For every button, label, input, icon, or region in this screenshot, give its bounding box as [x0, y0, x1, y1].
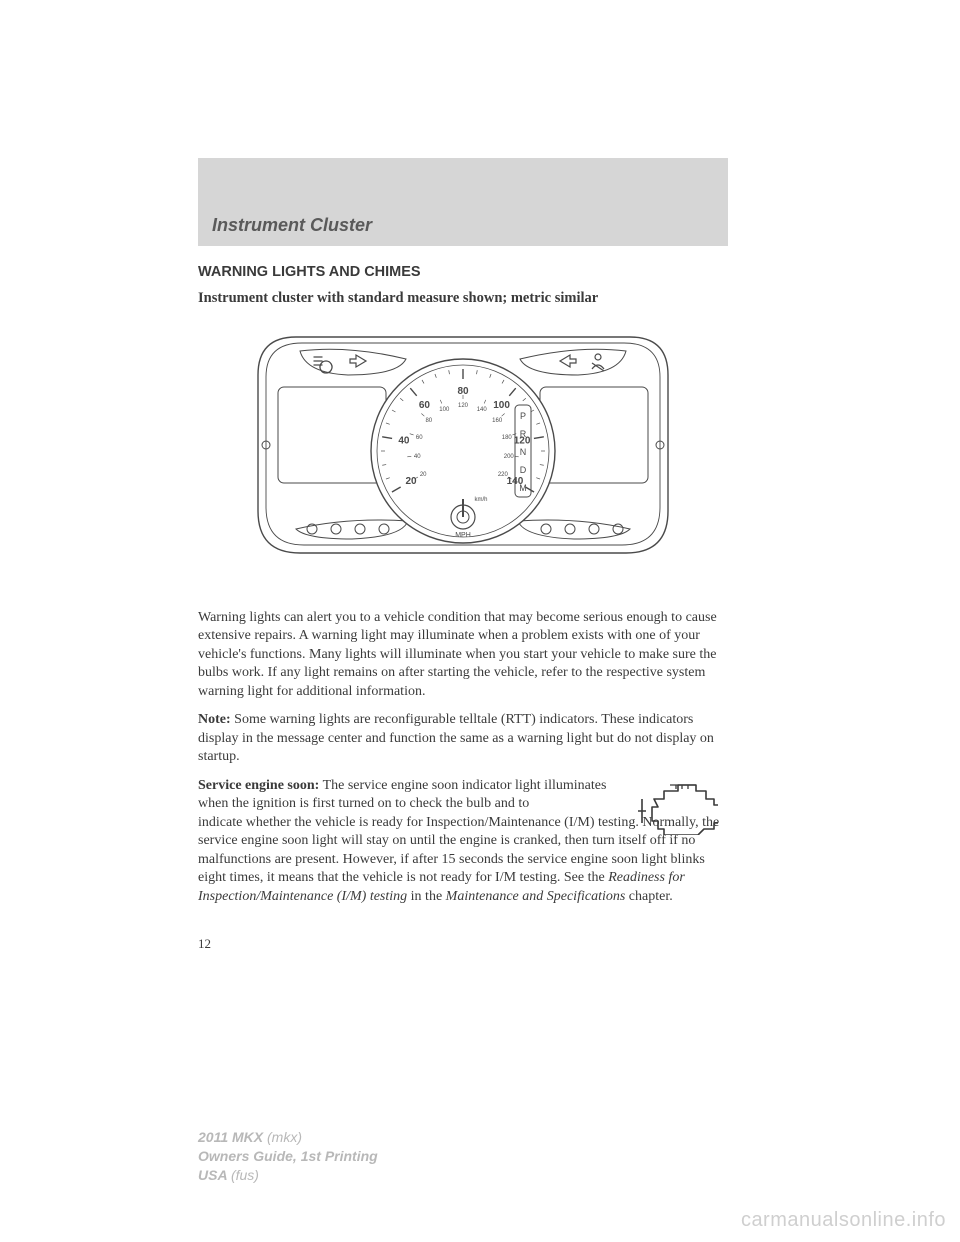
- service-engine-text-d: chapter.: [625, 889, 672, 904]
- svg-text:120: 120: [514, 436, 531, 447]
- svg-text:120: 120: [458, 403, 469, 409]
- svg-text:160: 160: [492, 418, 503, 424]
- instrument-cluster-svg: PRNDM20406080100120140204060801001201401…: [248, 331, 678, 561]
- svg-text:80: 80: [425, 418, 432, 424]
- svg-text:D: D: [520, 465, 527, 475]
- page-content: Instrument Cluster WARNING LIGHTS AND CH…: [198, 158, 728, 952]
- note-label: Note:: [198, 712, 231, 727]
- warning-lights-paragraph: Warning lights can alert you to a vehicl…: [198, 609, 728, 701]
- svg-text:20: 20: [405, 476, 417, 487]
- svg-text:200: 200: [504, 454, 515, 460]
- service-engine-italic-2: Maintenance and Specifications: [446, 889, 626, 904]
- footer-model-code: (mkx): [267, 1129, 302, 1145]
- note-paragraph: Note: Some warning lights are reconfigur…: [198, 711, 728, 766]
- svg-text:100: 100: [439, 407, 450, 413]
- svg-text:40: 40: [414, 454, 421, 460]
- svg-text:140: 140: [477, 407, 488, 413]
- service-engine-text-c: in the: [407, 889, 446, 904]
- instrument-cluster-figure: PRNDM20406080100120140204060801001201401…: [248, 331, 678, 561]
- note-text: Some warning lights are reconfigurable t…: [198, 712, 714, 764]
- svg-text:40: 40: [398, 436, 410, 447]
- watermark: carmanualsonline.info: [741, 1209, 946, 1232]
- section-heading: WARNING LIGHTS AND CHIMES: [198, 264, 728, 280]
- chapter-title: Instrument Cluster: [212, 215, 372, 236]
- service-engine-icon: [636, 779, 718, 835]
- svg-text:N: N: [520, 447, 527, 457]
- footer-line-3: USA (fus): [198, 1166, 378, 1185]
- svg-text:P: P: [520, 411, 526, 421]
- page-number: 12: [198, 936, 728, 952]
- service-engine-block: Service engine soon: The service engine …: [198, 777, 728, 906]
- footer-line-2: Owners Guide, 1st Printing: [198, 1147, 378, 1166]
- svg-text:100: 100: [493, 400, 510, 411]
- svg-text:60: 60: [419, 400, 431, 411]
- footer-region-bold: USA: [198, 1167, 231, 1183]
- sub-heading: Instrument cluster with standard measure…: [198, 290, 728, 307]
- footer-region-code: (fus): [231, 1167, 259, 1183]
- chapter-header: Instrument Cluster: [198, 158, 728, 246]
- svg-text:180: 180: [502, 435, 513, 441]
- footer: 2011 MKX (mkx) Owners Guide, 1st Printin…: [198, 1128, 378, 1185]
- svg-text:60: 60: [416, 435, 423, 441]
- footer-line-1: 2011 MKX (mkx): [198, 1128, 378, 1147]
- svg-text:km/h: km/h: [474, 497, 487, 503]
- svg-text:220: 220: [498, 472, 509, 478]
- footer-model-bold: 2011 MKX: [198, 1129, 267, 1145]
- svg-text:20: 20: [420, 472, 427, 478]
- svg-text:MPH: MPH: [455, 532, 471, 539]
- service-engine-label: Service engine soon:: [198, 778, 319, 793]
